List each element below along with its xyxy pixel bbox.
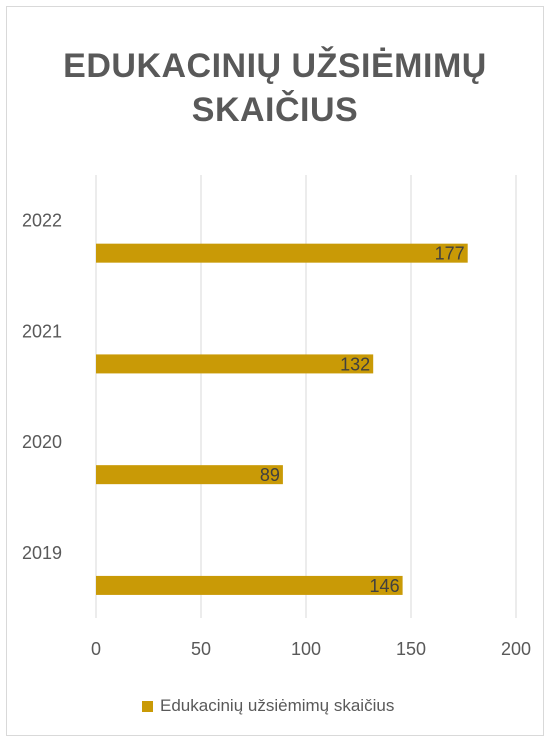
- chart-title: EDUKACINIŲ UŽSIĖMIMŲ SKAIČIUS: [63, 47, 487, 129]
- bar-2022: [96, 243, 468, 263]
- y-tick-label-2020: 2020: [22, 432, 62, 452]
- x-tick-label-100: 100: [291, 639, 321, 659]
- bar-2020: [96, 465, 283, 485]
- x-tick-label-150: 150: [396, 639, 426, 659]
- x-tick-label-200: 200: [501, 639, 531, 659]
- data-label-2021: 132: [340, 354, 370, 374]
- data-label-2022: 177: [435, 244, 465, 264]
- x-tick-label-50: 50: [191, 639, 211, 659]
- x-tick-label-0: 0: [91, 639, 101, 659]
- data-label-2019: 146: [370, 576, 400, 596]
- legend: Edukacinių užsiėmimų skaičius: [142, 696, 394, 716]
- legend-label: Edukacinių užsiėmimų skaičius: [160, 696, 395, 715]
- y-tick-label-2019: 2019: [22, 543, 62, 563]
- data-label-2020: 89: [260, 465, 280, 485]
- legend-swatch: [142, 700, 153, 712]
- y-tick-label-2021: 2021: [22, 321, 62, 341]
- bar-2019: [96, 575, 403, 595]
- bar-2021: [96, 354, 374, 374]
- y-tick-label-2022: 2022: [22, 211, 62, 231]
